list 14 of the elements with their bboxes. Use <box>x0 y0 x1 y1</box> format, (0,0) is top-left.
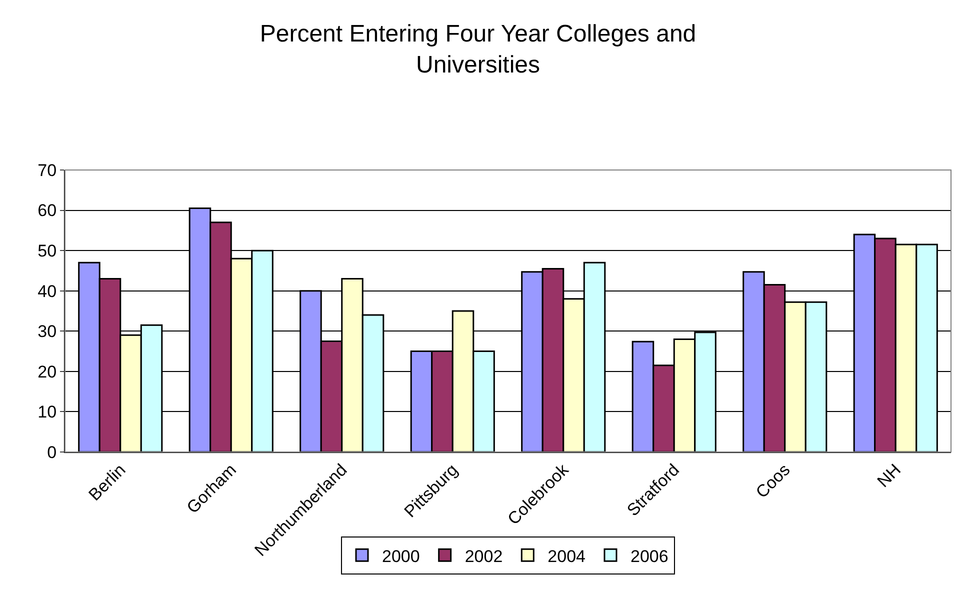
y-tick-label: 20 <box>38 362 57 382</box>
legend-label: 2006 <box>630 546 668 566</box>
legend-label: 2002 <box>464 546 503 566</box>
y-tick-label: 40 <box>38 282 57 301</box>
chart-title: Percent Entering Four Year Colleges and Universities <box>260 20 696 79</box>
y-tick-label: 50 <box>38 242 57 261</box>
y-tick-label: 0 <box>47 442 57 462</box>
y-tick-label: 70 <box>38 160 57 180</box>
legend-label: 2000 <box>382 546 420 566</box>
legend-label: 2004 <box>548 546 586 566</box>
x-tick-label: NH <box>874 460 904 492</box>
y-tick-label: 30 <box>38 322 57 342</box>
y-tick-label: 10 <box>38 402 57 422</box>
y-tick-label: 60 <box>38 201 57 220</box>
